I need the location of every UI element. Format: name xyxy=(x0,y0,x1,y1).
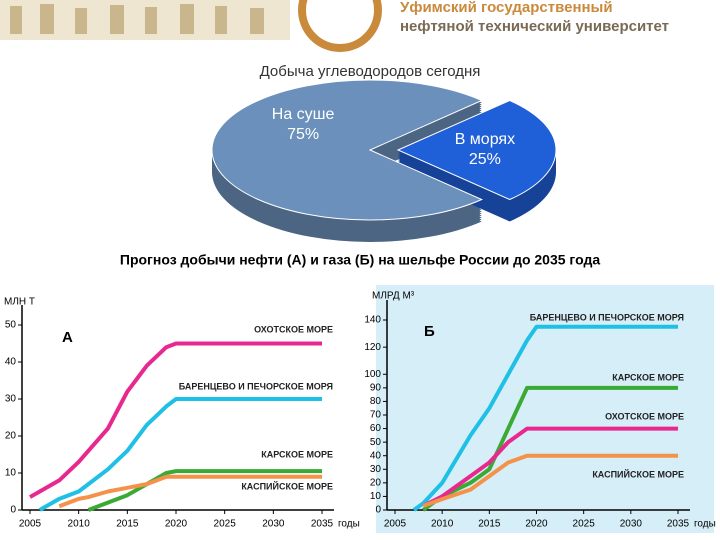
panel-letter: Б xyxy=(424,323,435,340)
logo xyxy=(298,0,382,52)
y-tick-label: 40 xyxy=(5,357,17,368)
pie-slice xyxy=(211,79,483,221)
panel-letter: А xyxy=(62,329,73,346)
pie-label: В морях xyxy=(455,131,515,148)
series-line xyxy=(422,453,678,508)
y-tick-label: 50 xyxy=(5,320,17,331)
y-tick-label: 140 xyxy=(364,315,381,326)
x-axis-label: годы xyxy=(338,519,360,530)
y-tick-label: 20 xyxy=(5,431,17,442)
series-label: ОХОТСКОЕ МОРЕ xyxy=(254,324,333,334)
series-label: КАСПИЙСКОЕ МОРЕ xyxy=(592,468,684,479)
y-tick-label: 30 xyxy=(5,394,17,405)
pie-value-label: 25% xyxy=(469,151,501,168)
y-tick-label: 10 xyxy=(5,468,17,479)
series-line xyxy=(422,426,678,508)
y-axis-label: МЛН Т xyxy=(4,297,35,308)
x-axis-label: годы xyxy=(694,519,716,530)
y-tick-label: 10 xyxy=(370,491,382,502)
series-line xyxy=(38,397,322,512)
series-label: БАРЕНЦЕВО И ПЕЧОРСКОЕ МОРЯ xyxy=(179,381,333,391)
header-line2: нефтяной технический университет xyxy=(400,18,669,35)
series-label: ОХОТСКОЕ МОРЕ xyxy=(605,411,684,421)
caption: Прогноз добычи нефти (А) и газа (Б) на ш… xyxy=(120,252,600,268)
x-tick-label: 2015 xyxy=(116,519,139,530)
series-line xyxy=(58,474,322,509)
x-tick-label: 2025 xyxy=(573,519,596,530)
y-tick-label: 20 xyxy=(370,477,382,488)
x-tick-label: 2020 xyxy=(525,519,548,530)
y-tick-label: 0 xyxy=(375,505,381,516)
x-tick-label: 2030 xyxy=(262,519,285,530)
series-label: КАСПИЙСКОЕ МОРЕ xyxy=(241,480,333,491)
x-tick-label: 2035 xyxy=(667,519,690,530)
x-tick-label: 2025 xyxy=(214,519,237,530)
y-tick-label: 40 xyxy=(370,450,382,461)
x-tick-label: 2015 xyxy=(478,519,501,530)
y-tick-label: 50 xyxy=(370,437,382,448)
series-label: КАРСКОЕ МОРЕ xyxy=(612,372,684,382)
series-label: БАРЕНЦЕВО И ПЕЧОРСКОЕ МОРЯ xyxy=(530,312,684,322)
y-tick-label: 120 xyxy=(364,342,381,353)
pie-label: На суше xyxy=(272,106,335,123)
y-tick-label: 90 xyxy=(370,382,382,393)
pie-slice xyxy=(396,99,557,201)
series-label: КАРСКОЕ МОРЕ xyxy=(261,449,333,459)
x-tick-label: 2005 xyxy=(19,519,42,530)
y-axis-label: МЛРД М³ xyxy=(372,291,415,302)
pie-value-label: 75% xyxy=(287,126,319,143)
header-line1: Уфимский государственный xyxy=(400,0,613,16)
y-tick-label: 0 xyxy=(10,505,16,516)
y-tick-label: 80 xyxy=(370,396,382,407)
series-line xyxy=(29,341,322,499)
header-figures xyxy=(10,4,264,34)
y-tick-label: 70 xyxy=(370,410,382,421)
y-tick-label: 30 xyxy=(370,464,382,475)
x-tick-label: 2020 xyxy=(165,519,188,530)
x-tick-label: 2010 xyxy=(431,519,454,530)
series-line xyxy=(412,324,678,512)
x-tick-label: 2030 xyxy=(620,519,643,530)
pie-title: Добыча углеводородов сегодня xyxy=(260,63,481,80)
x-tick-label: 2010 xyxy=(68,519,91,530)
x-tick-label: 2035 xyxy=(311,519,334,530)
y-tick-label: 100 xyxy=(364,369,381,380)
y-tick-label: 60 xyxy=(370,423,382,434)
x-tick-label: 2005 xyxy=(384,519,407,530)
